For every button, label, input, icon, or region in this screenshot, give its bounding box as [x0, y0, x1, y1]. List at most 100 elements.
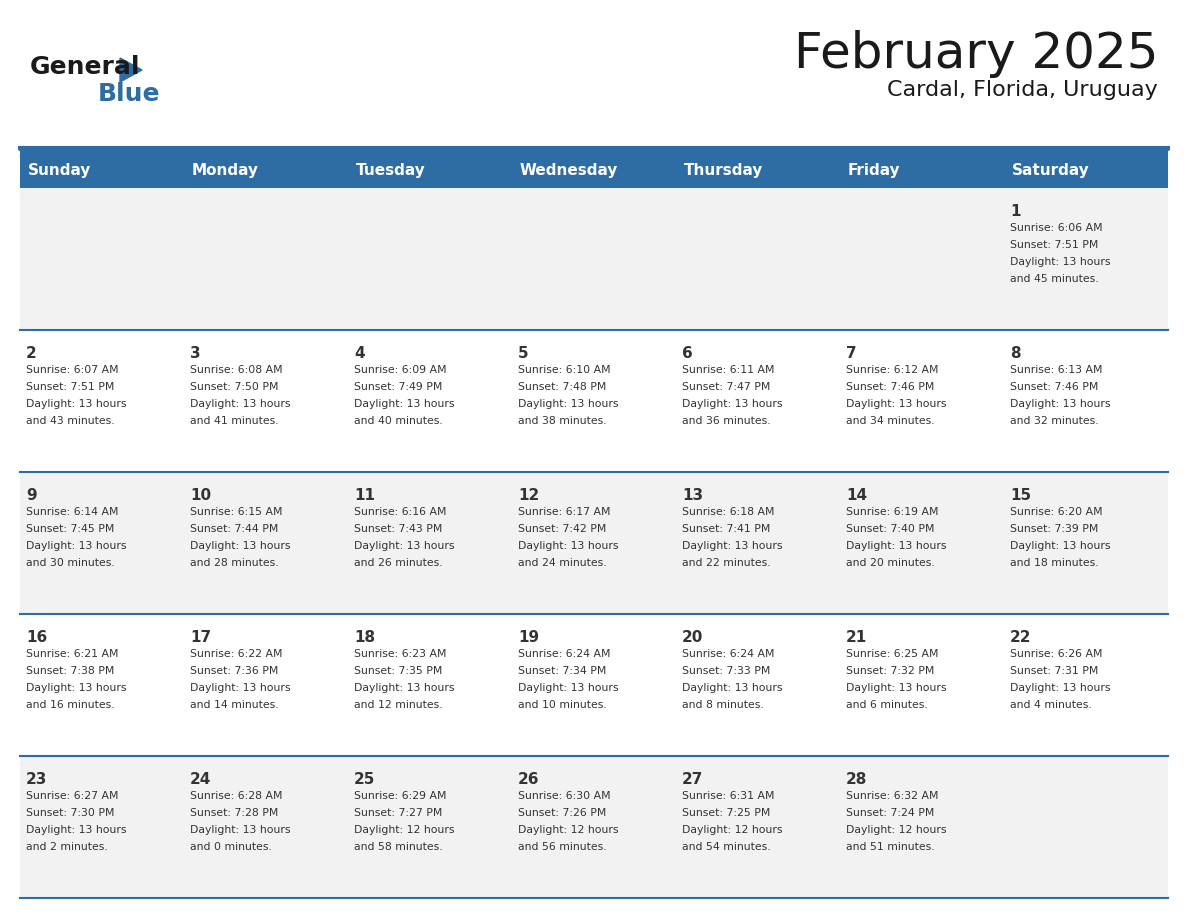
Text: Sunset: 7:44 PM: Sunset: 7:44 PM [190, 524, 278, 534]
Text: Daylight: 13 hours: Daylight: 13 hours [190, 541, 291, 551]
Text: Sunset: 7:47 PM: Sunset: 7:47 PM [682, 382, 770, 392]
Text: Sunrise: 6:27 AM: Sunrise: 6:27 AM [26, 791, 119, 801]
Text: Sunrise: 6:28 AM: Sunrise: 6:28 AM [190, 791, 283, 801]
Text: 12: 12 [518, 488, 539, 503]
Bar [512, 330, 676, 472]
Bar [512, 756, 676, 898]
Text: 22: 22 [1010, 630, 1031, 645]
Text: 4: 4 [354, 346, 365, 361]
Text: Daylight: 13 hours: Daylight: 13 hours [354, 541, 455, 551]
Text: Sunrise: 6:25 AM: Sunrise: 6:25 AM [846, 649, 939, 659]
Text: Sunrise: 6:26 AM: Sunrise: 6:26 AM [1010, 649, 1102, 659]
Text: 3: 3 [190, 346, 201, 361]
Text: 18: 18 [354, 630, 375, 645]
Text: and 34 minutes.: and 34 minutes. [846, 416, 935, 426]
Text: Daylight: 13 hours: Daylight: 13 hours [682, 399, 783, 409]
Text: 21: 21 [846, 630, 867, 645]
Text: Sunset: 7:24 PM: Sunset: 7:24 PM [846, 808, 935, 818]
Text: and 20 minutes.: and 20 minutes. [846, 558, 935, 568]
Text: Daylight: 13 hours: Daylight: 13 hours [518, 541, 619, 551]
Text: Sunset: 7:34 PM: Sunset: 7:34 PM [518, 666, 606, 676]
Text: Sunset: 7:51 PM: Sunset: 7:51 PM [26, 382, 114, 392]
Text: Daylight: 13 hours: Daylight: 13 hours [1010, 257, 1111, 267]
Text: and 58 minutes.: and 58 minutes. [354, 842, 443, 852]
Text: Thursday: Thursday [684, 163, 764, 178]
Bar [348, 756, 512, 898]
Bar [676, 614, 840, 756]
Text: Sunrise: 6:09 AM: Sunrise: 6:09 AM [354, 365, 447, 375]
Text: Sunset: 7:51 PM: Sunset: 7:51 PM [1010, 240, 1099, 250]
Text: Sunset: 7:46 PM: Sunset: 7:46 PM [846, 382, 935, 392]
Text: and 32 minutes.: and 32 minutes. [1010, 416, 1099, 426]
Text: Sunrise: 6:17 AM: Sunrise: 6:17 AM [518, 507, 611, 517]
Text: Sunrise: 6:24 AM: Sunrise: 6:24 AM [518, 649, 611, 659]
Text: Daylight: 13 hours: Daylight: 13 hours [846, 683, 947, 693]
Text: 2: 2 [26, 346, 37, 361]
Text: Daylight: 13 hours: Daylight: 13 hours [354, 399, 455, 409]
Text: 15: 15 [1010, 488, 1031, 503]
Text: Sunrise: 6:32 AM: Sunrise: 6:32 AM [846, 791, 939, 801]
Text: Sunrise: 6:29 AM: Sunrise: 6:29 AM [354, 791, 447, 801]
Bar [676, 330, 840, 472]
Text: Daylight: 13 hours: Daylight: 13 hours [1010, 399, 1111, 409]
Bar [348, 330, 512, 472]
Text: Sunset: 7:50 PM: Sunset: 7:50 PM [190, 382, 278, 392]
Text: and 18 minutes.: and 18 minutes. [1010, 558, 1099, 568]
Text: Daylight: 13 hours: Daylight: 13 hours [26, 399, 126, 409]
Bar [184, 614, 348, 756]
Text: and 10 minutes.: and 10 minutes. [518, 700, 607, 710]
Bar [1004, 472, 1168, 614]
Bar [20, 756, 184, 898]
Text: Sunrise: 6:31 AM: Sunrise: 6:31 AM [682, 791, 775, 801]
Text: Sunset: 7:30 PM: Sunset: 7:30 PM [26, 808, 114, 818]
Text: Saturday: Saturday [1012, 163, 1089, 178]
Text: Daylight: 13 hours: Daylight: 13 hours [846, 541, 947, 551]
Text: 5: 5 [518, 346, 529, 361]
Text: Monday: Monday [192, 163, 259, 178]
Text: Daylight: 13 hours: Daylight: 13 hours [518, 399, 619, 409]
Bar [512, 472, 676, 614]
Text: 19: 19 [518, 630, 539, 645]
Polygon shape [120, 58, 143, 82]
Text: 11: 11 [354, 488, 375, 503]
Text: Wednesday: Wednesday [520, 163, 619, 178]
Text: 7: 7 [846, 346, 857, 361]
Text: Tuesday: Tuesday [356, 163, 425, 178]
Text: and 6 minutes.: and 6 minutes. [846, 700, 928, 710]
Text: Blue: Blue [97, 82, 160, 106]
Text: Sunrise: 6:22 AM: Sunrise: 6:22 AM [190, 649, 283, 659]
Text: Daylight: 13 hours: Daylight: 13 hours [26, 825, 126, 835]
Bar [840, 330, 1004, 472]
Text: and 0 minutes.: and 0 minutes. [190, 842, 272, 852]
Text: Sunset: 7:40 PM: Sunset: 7:40 PM [846, 524, 935, 534]
Text: Sunset: 7:46 PM: Sunset: 7:46 PM [1010, 382, 1099, 392]
Text: 14: 14 [846, 488, 867, 503]
Text: and 4 minutes.: and 4 minutes. [1010, 700, 1092, 710]
Text: 24: 24 [190, 772, 211, 787]
Text: Cardal, Florida, Uruguay: Cardal, Florida, Uruguay [887, 80, 1158, 100]
Bar [20, 330, 184, 472]
Text: Sunset: 7:31 PM: Sunset: 7:31 PM [1010, 666, 1099, 676]
Text: 25: 25 [354, 772, 375, 787]
Text: Sunrise: 6:23 AM: Sunrise: 6:23 AM [354, 649, 447, 659]
Text: Sunrise: 6:12 AM: Sunrise: 6:12 AM [846, 365, 939, 375]
Text: Daylight: 13 hours: Daylight: 13 hours [26, 683, 126, 693]
Text: Friday: Friday [848, 163, 901, 178]
Text: Sunset: 7:35 PM: Sunset: 7:35 PM [354, 666, 442, 676]
Bar [20, 614, 184, 756]
Text: 28: 28 [846, 772, 867, 787]
Text: 8: 8 [1010, 346, 1020, 361]
Text: Sunrise: 6:21 AM: Sunrise: 6:21 AM [26, 649, 119, 659]
Text: Sunday: Sunday [29, 163, 91, 178]
Text: Sunrise: 6:14 AM: Sunrise: 6:14 AM [26, 507, 119, 517]
Text: Sunset: 7:27 PM: Sunset: 7:27 PM [354, 808, 442, 818]
Text: and 36 minutes.: and 36 minutes. [682, 416, 771, 426]
Bar [840, 756, 1004, 898]
Text: Daylight: 12 hours: Daylight: 12 hours [846, 825, 947, 835]
Text: 1: 1 [1010, 204, 1020, 219]
Bar [1004, 330, 1168, 472]
Text: Daylight: 12 hours: Daylight: 12 hours [518, 825, 619, 835]
Bar [512, 188, 676, 330]
Text: and 38 minutes.: and 38 minutes. [518, 416, 607, 426]
Text: Daylight: 12 hours: Daylight: 12 hours [682, 825, 783, 835]
